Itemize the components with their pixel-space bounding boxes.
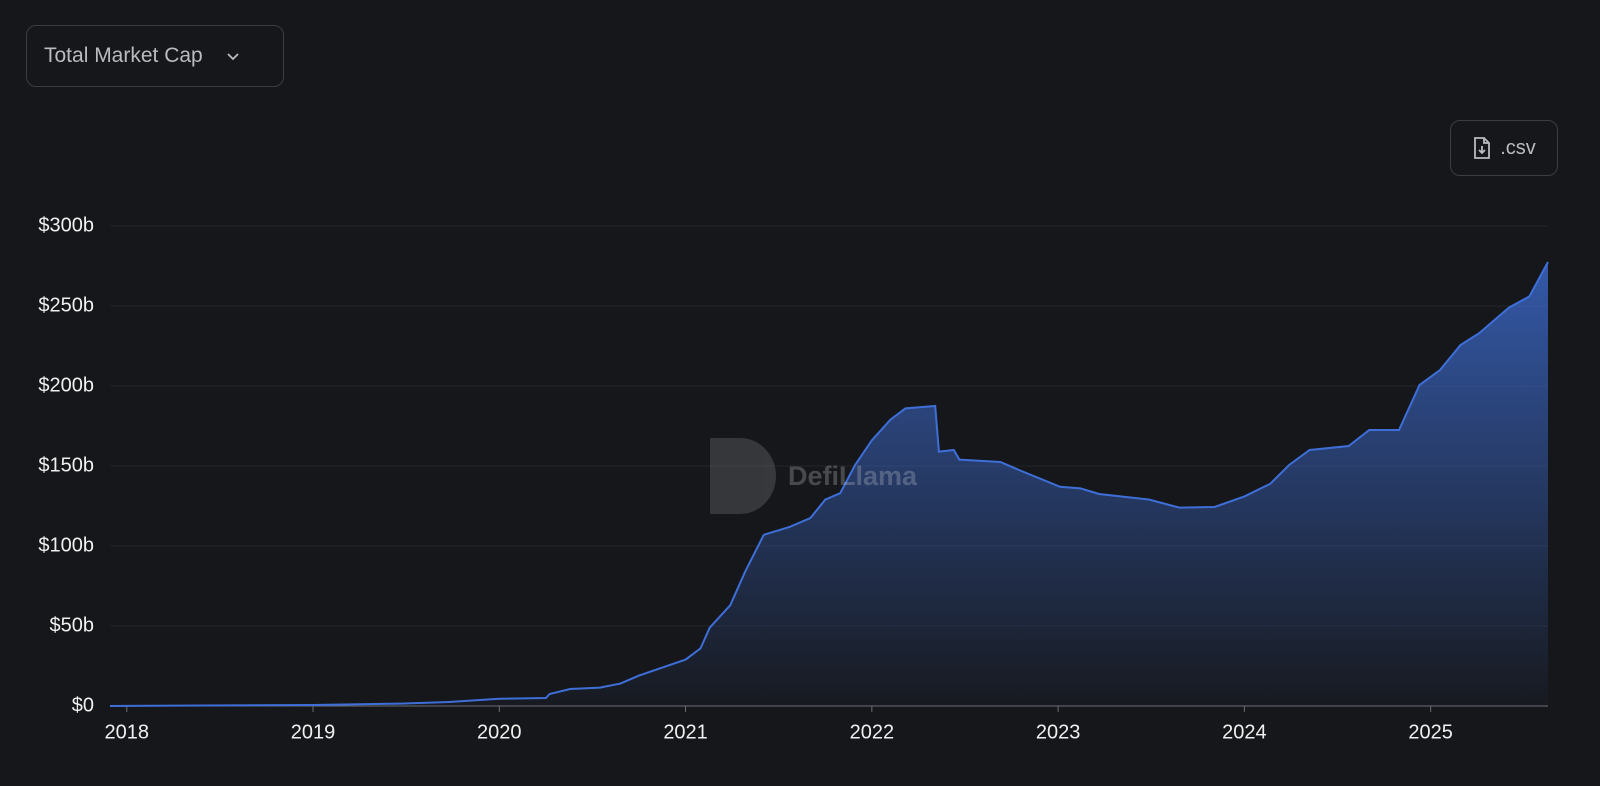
watermark-text: DefiLlama (788, 461, 918, 491)
y-tick-label: $50b (50, 614, 95, 636)
x-tick-label: 2020 (477, 721, 522, 743)
area (110, 262, 1548, 706)
file-icon (1474, 137, 1491, 159)
x-tick-label: 2023 (1036, 721, 1081, 743)
x-tick-label: 2022 (850, 721, 895, 743)
y-tick-label: $100b (38, 534, 94, 556)
metric-dropdown[interactable]: Total Market Cap (26, 25, 284, 87)
y-tick-label: $200b (38, 374, 94, 396)
watermark: DefiLlama (710, 438, 918, 514)
dropdown-label: Total Market Cap (44, 44, 203, 67)
y-tick-label: $250b (38, 294, 94, 316)
x-tick-label: 2025 (1408, 721, 1453, 743)
line (109, 261, 1549, 707)
x-tick-label: 2019 (291, 721, 336, 743)
y-tick-label: $150b (38, 454, 94, 476)
x-tick-label: 2018 (105, 721, 150, 743)
y-tick-label: $0 (72, 694, 94, 716)
y-tick-label: $300b (38, 214, 94, 236)
csv-label: .csv (1500, 136, 1536, 159)
x-tick-label: 2021 (663, 721, 708, 743)
x-tick-label: 2024 (1222, 721, 1267, 743)
csv-button[interactable]: .csv (1450, 120, 1558, 176)
chevron-icon (227, 53, 239, 61)
